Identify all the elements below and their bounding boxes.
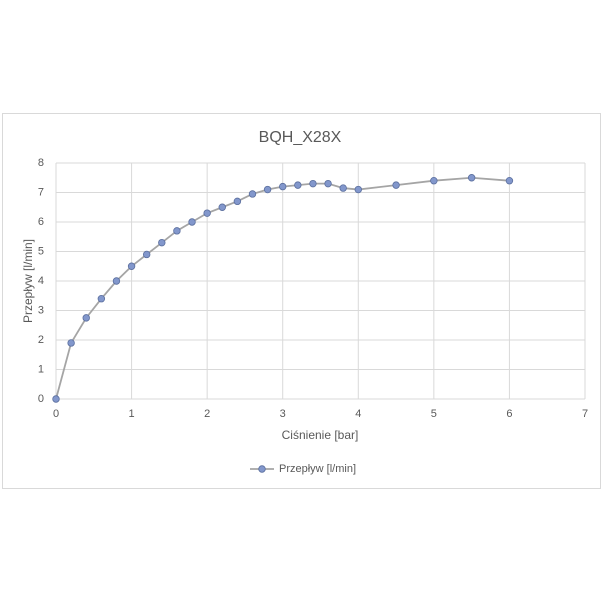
data-point bbox=[339, 184, 347, 192]
x-tick-label: 3 bbox=[280, 408, 286, 420]
y-tick-label: 8 bbox=[38, 157, 44, 169]
data-point bbox=[392, 181, 400, 189]
data-point bbox=[294, 181, 302, 189]
data-point bbox=[52, 395, 60, 403]
data-point bbox=[218, 203, 226, 211]
data-point bbox=[173, 227, 181, 235]
x-axis-title: Ciśnienie [bar] bbox=[282, 428, 359, 442]
data-point bbox=[97, 295, 106, 303]
legend-label: Przepływ [l/min] bbox=[279, 463, 356, 475]
y-tick-label: 3 bbox=[38, 304, 44, 316]
x-tick-label: 4 bbox=[355, 408, 361, 420]
data-point bbox=[127, 262, 136, 270]
data-point bbox=[467, 174, 476, 182]
y-tick-label: 4 bbox=[38, 275, 44, 287]
x-tick-label: 0 bbox=[53, 408, 59, 420]
y-axis-title: Przepływ [l/min] bbox=[21, 239, 35, 323]
data-point bbox=[354, 185, 362, 194]
data-point bbox=[309, 179, 317, 188]
data-point bbox=[279, 182, 287, 191]
data-point bbox=[263, 185, 272, 194]
x-tick-label: 2 bbox=[204, 408, 210, 420]
data-point bbox=[324, 179, 332, 188]
y-tick-label: 5 bbox=[38, 245, 44, 257]
y-tick-label: 6 bbox=[38, 216, 44, 228]
x-tick-label: 7 bbox=[582, 408, 588, 420]
data-point bbox=[112, 277, 121, 285]
data-point bbox=[67, 339, 75, 347]
data-point bbox=[505, 176, 514, 185]
y-tick-label: 1 bbox=[38, 363, 44, 375]
data-point bbox=[430, 176, 438, 185]
x-tick-label: 1 bbox=[129, 408, 135, 420]
x-tick-label: 6 bbox=[506, 408, 512, 420]
chart-title: BQH_X28X bbox=[259, 129, 342, 146]
data-point bbox=[248, 190, 257, 198]
data-point bbox=[142, 250, 151, 259]
x-tick-label: 5 bbox=[431, 408, 437, 420]
data-point bbox=[82, 314, 90, 322]
y-tick-label: 0 bbox=[38, 393, 44, 405]
data-point bbox=[233, 197, 242, 206]
data-point bbox=[203, 209, 211, 217]
data-point bbox=[158, 238, 166, 247]
data-point bbox=[188, 218, 196, 226]
y-tick-label: 7 bbox=[38, 186, 44, 198]
legend-marker bbox=[258, 465, 266, 473]
y-tick-label: 2 bbox=[38, 334, 44, 346]
